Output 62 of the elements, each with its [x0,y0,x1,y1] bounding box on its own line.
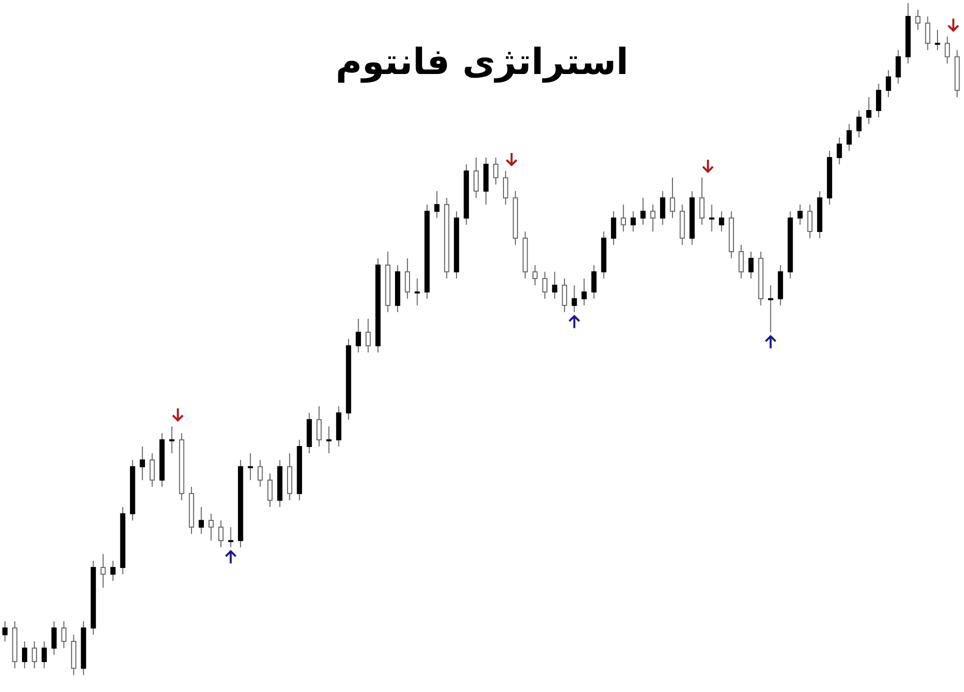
candlestick [660,190,666,226]
candlestick [61,620,66,649]
candlestick [836,136,842,165]
candlestick [366,318,371,353]
candlestick [896,50,901,84]
candlestick [562,278,568,313]
candlestick [218,520,224,548]
candlestick [670,177,676,219]
candlestick [797,204,803,226]
candlestick [42,640,47,669]
candlestick [650,204,656,232]
candlestick [100,554,106,588]
candlestick [886,70,892,98]
candlestick [267,472,273,508]
candlestick [552,271,558,300]
candlestick [591,264,597,300]
candlestick [502,170,508,206]
candlestick [169,426,174,454]
candlestick [326,426,332,454]
text: استراتژی فانتوم [334,42,630,83]
candlestick [572,284,577,313]
candlestick [944,36,950,64]
candlestick [208,513,214,542]
candlestick [846,123,852,152]
candlestick [748,251,754,280]
candlestick [248,452,253,481]
candlestick [32,640,38,669]
candlestick [110,560,116,582]
candlestick [718,210,724,232]
candlestick [434,190,440,219]
candlestick [709,204,714,232]
candlestick [532,264,538,286]
candlestick [140,446,145,481]
candlestick [493,157,498,185]
candlestick [610,210,616,246]
candlestick [876,83,882,118]
candlestick [768,284,774,333]
candlestick [915,9,920,30]
candlestick [934,29,940,51]
candlestick [150,452,155,488]
candlestick [738,244,744,280]
candlestick [807,204,812,239]
candlestick [630,210,636,232]
candlestick [22,640,28,669]
candlestick [356,318,361,353]
candlestick [542,271,548,300]
candlestick [414,278,420,306]
candlestick [866,96,872,124]
candlestick [198,506,204,534]
candlestick [51,620,57,656]
candlestick [258,459,263,488]
candlestick [404,258,410,300]
candlestick [2,620,8,642]
candlestick [856,110,862,138]
candlestick [228,526,234,548]
candlestick [925,16,930,51]
candlestick [582,278,587,306]
candlestick [699,177,705,226]
candlestick [474,157,479,198]
candlestick [316,406,322,448]
candlestick [620,204,626,232]
candlestick [640,197,646,226]
